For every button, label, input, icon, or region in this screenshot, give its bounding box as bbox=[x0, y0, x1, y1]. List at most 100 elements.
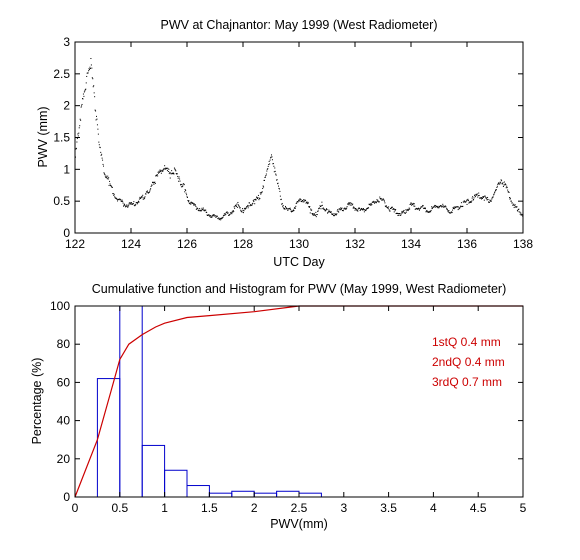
pwv-data-point bbox=[373, 201, 375, 203]
pwv-data-point bbox=[405, 209, 407, 211]
pwv-data-point bbox=[320, 205, 322, 207]
pwv-data-point bbox=[252, 202, 254, 204]
pwv-data-point bbox=[101, 157, 103, 159]
pwv-data-point bbox=[409, 208, 411, 210]
pwv-data-point bbox=[282, 206, 284, 208]
pwv-data-point bbox=[348, 203, 350, 205]
pwv-data-point bbox=[272, 163, 274, 165]
pwv-data-point bbox=[294, 206, 296, 208]
pwv-data-point bbox=[440, 205, 442, 207]
pwv-data-point bbox=[160, 169, 162, 171]
pwv-x-tick-label: 134 bbox=[401, 237, 421, 251]
pwv-data-point bbox=[451, 212, 453, 214]
pwv-data-point bbox=[247, 204, 249, 206]
pwv-data-point bbox=[331, 213, 333, 215]
pwv-data-point bbox=[243, 208, 245, 210]
pwv-data-point bbox=[402, 211, 404, 213]
pwv-data-point bbox=[230, 212, 232, 214]
pwv-data-point bbox=[260, 193, 262, 195]
pwv-data-point bbox=[343, 208, 345, 210]
pwv-data-point bbox=[109, 180, 111, 182]
pwv-data-point bbox=[149, 189, 151, 191]
histogram-bar bbox=[276, 490, 300, 498]
pwv-data-point bbox=[129, 203, 131, 205]
pwv-data-point bbox=[305, 200, 307, 202]
cumulative-histogram-plot: Cumulative function and Histogram for PW… bbox=[30, 282, 527, 531]
pwv-data-point bbox=[297, 201, 299, 203]
pwv-data-point bbox=[327, 212, 329, 214]
pwv-plot-frame bbox=[74, 41, 524, 234]
pwv-data-point bbox=[319, 207, 321, 209]
pwv-data-point bbox=[414, 205, 416, 207]
pwv-data-point bbox=[262, 187, 264, 189]
pwv-data-point bbox=[287, 209, 289, 211]
pwv-data-point bbox=[234, 205, 236, 207]
pwv-data-point bbox=[312, 213, 314, 215]
pwv-data-point bbox=[520, 212, 522, 214]
pwv-data-point bbox=[252, 199, 254, 201]
pwv-data-point bbox=[482, 196, 484, 198]
pwv-data-point bbox=[508, 191, 510, 193]
pwv-data-point bbox=[173, 173, 175, 175]
pwv-data-point bbox=[281, 202, 283, 204]
pwv-data-point bbox=[95, 110, 97, 112]
pwv-data-point bbox=[201, 209, 202, 211]
pwv-data-point bbox=[123, 205, 125, 207]
pwv-data-point bbox=[404, 212, 406, 214]
pwv-data-point bbox=[506, 187, 508, 189]
cumulative-y-tick-label: 100 bbox=[50, 299, 70, 313]
pwv-data-point bbox=[164, 168, 166, 170]
pwv-data-point bbox=[430, 211, 432, 213]
pwv-data-point bbox=[192, 202, 194, 204]
pwv-data-point bbox=[497, 183, 499, 185]
pwv-data-point bbox=[75, 148, 77, 150]
pwv-data-point bbox=[363, 211, 365, 213]
pwv-y-tick-label: 2 bbox=[63, 99, 70, 113]
pwv-data-point bbox=[363, 209, 365, 211]
pwv-data-point bbox=[243, 210, 245, 212]
pwv-data-point bbox=[179, 178, 181, 180]
pwv-data-point bbox=[334, 213, 336, 215]
pwv-data-point bbox=[412, 202, 414, 204]
pwv-data-point bbox=[182, 185, 184, 187]
pwv-data-point bbox=[89, 69, 90, 71]
pwv-data-point bbox=[321, 204, 323, 206]
histogram-bar bbox=[186, 485, 210, 498]
pwv-data-point bbox=[509, 198, 511, 200]
pwv-data-point bbox=[176, 173, 178, 175]
pwv-data-point bbox=[418, 208, 420, 210]
pwv-data-point bbox=[264, 179, 265, 181]
pwv-data-point bbox=[473, 198, 475, 200]
pwv-data-point bbox=[291, 211, 293, 213]
pwv-data-point bbox=[519, 211, 521, 213]
pwv-data-point bbox=[110, 185, 112, 187]
pwv-data-point bbox=[393, 211, 395, 213]
pwv-data-point bbox=[362, 208, 364, 210]
pwv-data-point bbox=[292, 210, 294, 212]
pwv-data-point bbox=[507, 189, 509, 191]
pwv-data-point bbox=[276, 179, 278, 181]
pwv-data-point bbox=[312, 214, 314, 216]
pwv-data-point bbox=[315, 216, 317, 218]
pwv-data-point bbox=[327, 211, 329, 213]
pwv-data-point bbox=[418, 209, 420, 211]
pwv-data-point bbox=[330, 212, 332, 214]
cumulative-y-tick-label: 80 bbox=[57, 337, 71, 351]
pwv-data-point bbox=[478, 192, 480, 194]
pwv-data-point bbox=[489, 199, 491, 201]
pwv-x-axis-ticks: 122 124 126 128 130 132 134 136 138 bbox=[65, 42, 533, 251]
pwv-data-point bbox=[284, 208, 286, 210]
pwv-data-point bbox=[314, 214, 316, 216]
pwv-data-point bbox=[152, 181, 154, 183]
pwv-data-point bbox=[340, 209, 342, 211]
pwv-data-point bbox=[393, 207, 395, 209]
cumulative-x-tick-label: 5 bbox=[520, 501, 527, 515]
pwv-data-point bbox=[359, 209, 361, 211]
pwv-x-tick-label: 122 bbox=[65, 237, 85, 251]
pwv-data-point bbox=[155, 175, 157, 177]
pwv-data-point bbox=[498, 182, 500, 184]
pwv-data-point bbox=[232, 211, 234, 213]
pwv-data-point bbox=[93, 92, 95, 94]
pwv-data-point bbox=[352, 203, 354, 205]
pwv-data-point bbox=[433, 205, 435, 207]
